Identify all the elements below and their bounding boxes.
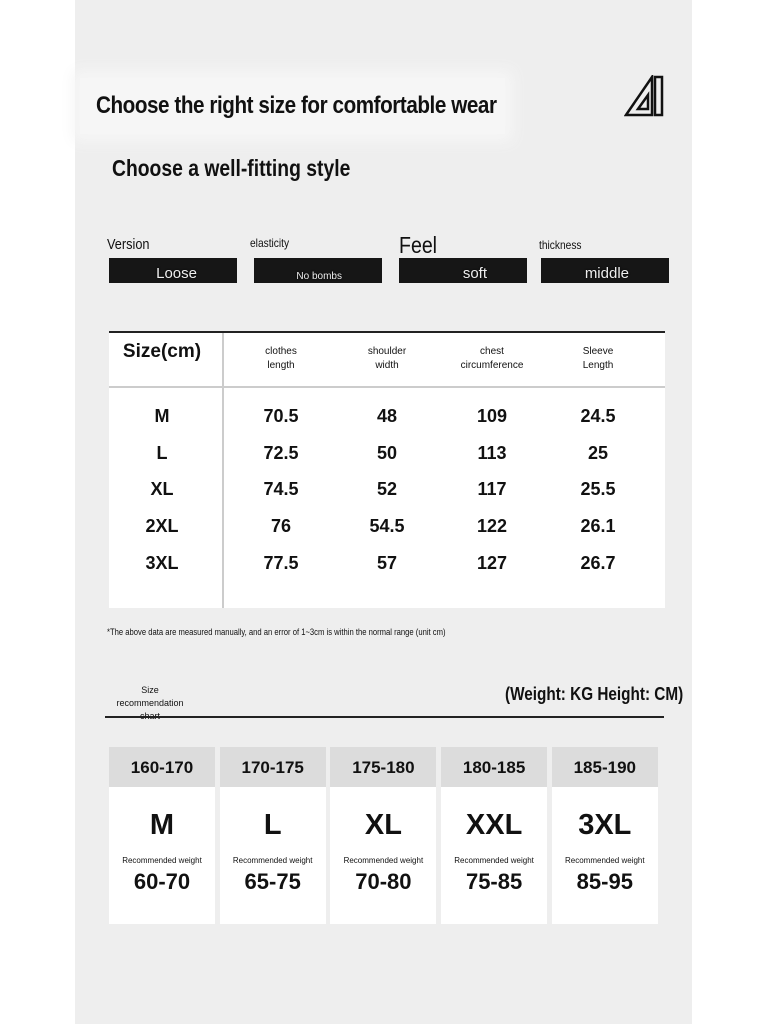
weight-range: 70-80 (355, 869, 412, 894)
height-range: 160-170 (109, 747, 215, 787)
weight-range: 65-75 (244, 869, 301, 894)
table-cell: 127 (476, 552, 508, 573)
weight-range: 60-70 (133, 869, 191, 894)
height-range: 175-180 (330, 747, 437, 787)
attribute-label: Version (107, 236, 150, 253)
size-card: 170-175 L Recommended weight 65-75 (219, 747, 326, 924)
attribute-bar: Loose (109, 258, 237, 283)
size-table: Size(cm) clothes length shoulder width ches… (109, 331, 665, 608)
table-cell: 117 (477, 479, 507, 500)
table-cell: 74.5 (263, 479, 299, 500)
column-header: Size(cm) (122, 341, 202, 362)
table-cell: 113 (477, 442, 507, 463)
height-range: 185-190 (551, 747, 658, 787)
size-label: 3XL (578, 809, 632, 841)
table-cell: 54.5 (369, 516, 405, 537)
size-card: 180-185 XXL Recommended weight 75-85 (441, 747, 548, 924)
table-cell: 77.5 (263, 552, 299, 573)
weight-label: Recommended weight (564, 856, 645, 865)
ruler-triangle-logo (624, 75, 664, 117)
column-header: chest circumference (460, 346, 524, 371)
table-header (109, 333, 665, 388)
divider (105, 716, 664, 718)
table-cell: 109 (476, 406, 508, 426)
height-range: 180-185 (441, 747, 548, 787)
table-cell: 50 (376, 442, 398, 463)
page-subtitle: Choose a well-fitting style (112, 155, 351, 181)
height-range: 170-175 (219, 747, 326, 787)
page-title: Choose the right size for comfortable we… (96, 92, 497, 119)
table-cell: 2XL (145, 516, 179, 537)
table-cell: 52 (376, 479, 398, 500)
divider (222, 333, 224, 608)
size-label: XXL (465, 809, 523, 841)
table-cell: 48 (376, 406, 398, 426)
table-cell: 76 (270, 516, 292, 537)
table-cell: XL (150, 479, 174, 500)
attribute-value: soft (462, 265, 487, 282)
weight-label: Recommended weight (454, 856, 534, 865)
table-cell: 70.5 (263, 406, 299, 426)
size-card: 175-180 XL Recommended weight 70-80 (330, 747, 437, 924)
measurement-note: *The above data are measured manually, a… (107, 627, 446, 637)
units-label: (Weight: KG Height: CM) (505, 684, 684, 704)
size-card: 185-190 3XL Recommended weight 85-95 (551, 747, 658, 924)
attribute-value: No bombs (296, 271, 342, 282)
table-cell: 57 (376, 552, 398, 573)
weight-label: Recommended weight (343, 856, 424, 865)
attribute-bar: soft (399, 258, 527, 283)
table-cell: 3XL (145, 552, 179, 573)
table-cell: M (154, 406, 170, 426)
size-label: XL (364, 809, 402, 841)
table-cell: 25.5 (580, 479, 616, 500)
weight-range: 75-85 (465, 869, 523, 894)
table-cell: 72.5 (263, 442, 299, 463)
size-label: M (149, 809, 175, 841)
column-header: Sleeve Length (582, 346, 614, 371)
table-cell: 26.7 (580, 552, 616, 573)
column-header: clothes length (265, 346, 297, 371)
table-cell: L (156, 442, 168, 463)
title-banner (80, 78, 505, 134)
table-cell: 25 (587, 442, 609, 463)
size-card: 160-170 M Recommended weight 60-70 (109, 747, 215, 924)
attribute-bar: No bombs (254, 258, 382, 283)
table-cell: 122 (476, 516, 508, 537)
size-label: L (263, 809, 282, 841)
weight-label: Recommended weight (232, 856, 313, 865)
attribute-value: middle (584, 265, 629, 282)
table-cell: 24.5 (580, 406, 616, 426)
weight-range: 85-95 (576, 869, 633, 894)
table-cell: 26.1 (580, 516, 616, 537)
attribute-bar: middle (541, 258, 669, 283)
column-header: shoulder width (367, 346, 407, 371)
attribute-value: Loose (156, 265, 197, 282)
attribute-label: elasticity (250, 236, 290, 250)
attribute-label: Feel (399, 232, 438, 258)
attribute-label: thickness (539, 238, 582, 252)
weight-label: Recommended weight (122, 856, 202, 865)
